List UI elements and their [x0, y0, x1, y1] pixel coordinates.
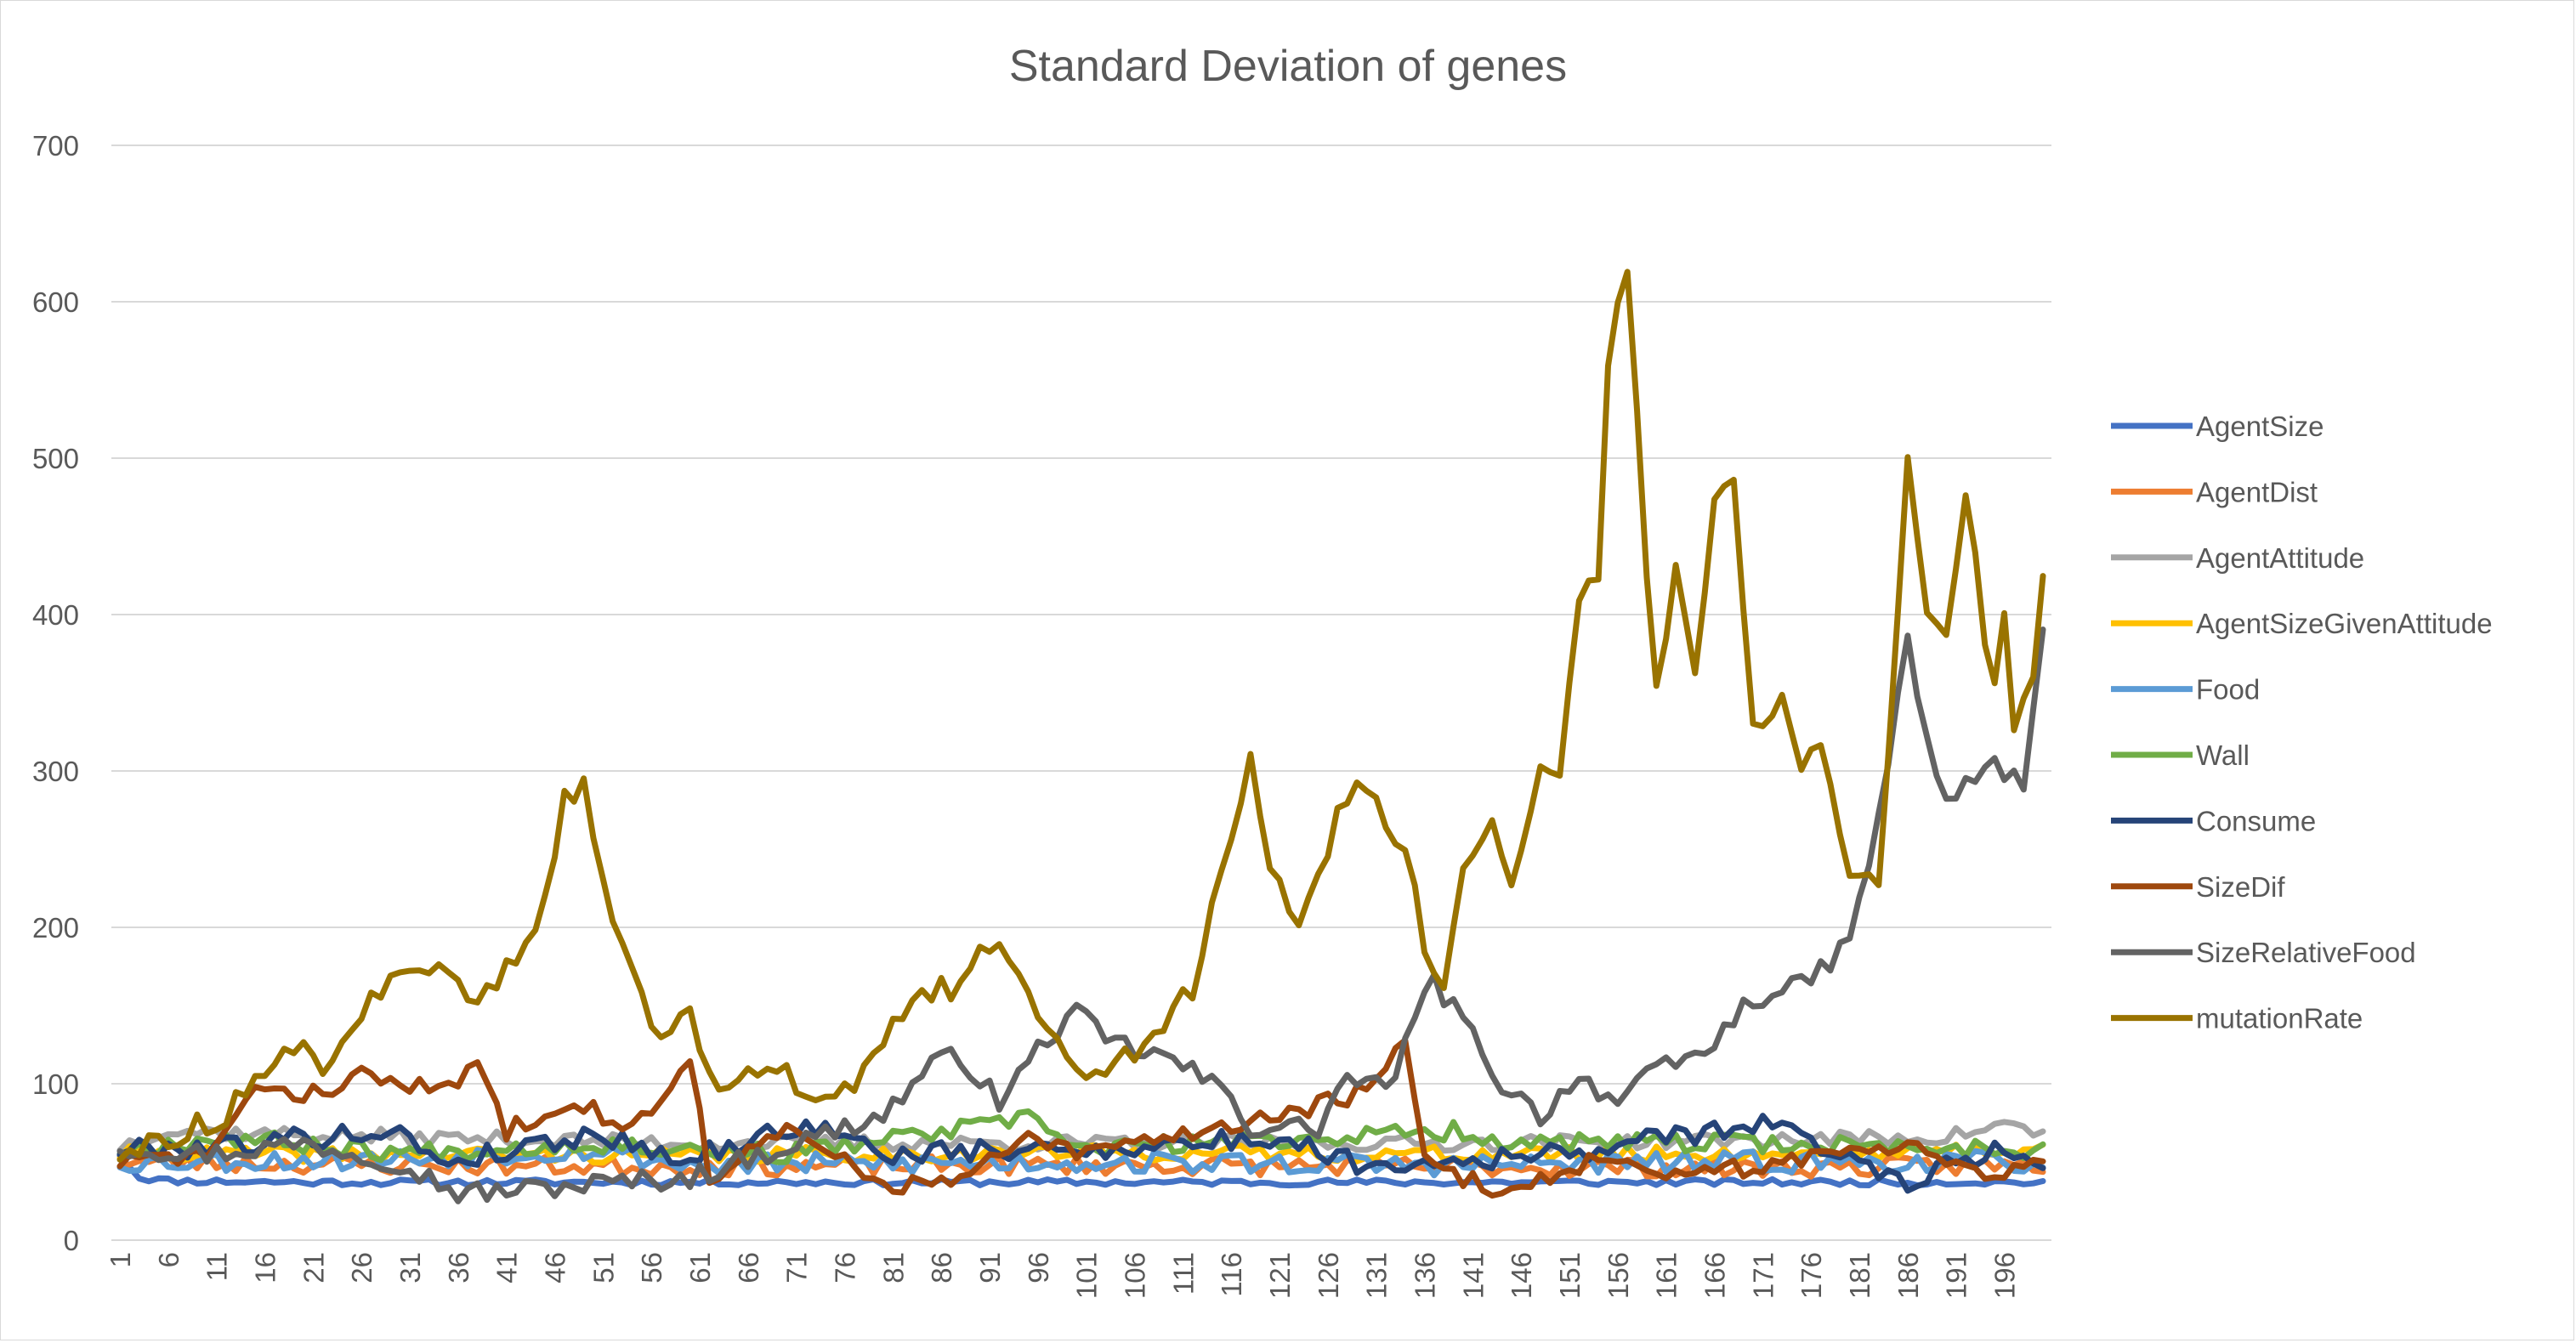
- legend: AgentSize AgentDist AgentAttitude AgentSize…: [2111, 411, 2493, 1034]
- legend-label-AgentDist: AgentDist: [2196, 476, 2318, 507]
- series-line-mutationRate: [116, 269, 2046, 1163]
- x-tick-label: 151: [1554, 1252, 1586, 1299]
- x-tick-label: 81: [877, 1252, 909, 1284]
- x-tick-label: 181: [1844, 1252, 1875, 1299]
- x-tick-label: 196: [1989, 1252, 2021, 1299]
- x-tick-label: 116: [1216, 1252, 1247, 1297]
- y-tick-label: 400: [32, 599, 79, 631]
- legend-label-mutationRate: mutationRate: [2196, 1003, 2363, 1034]
- x-tick-label: 46: [540, 1252, 571, 1284]
- x-tick-label: 71: [781, 1252, 813, 1284]
- x-tick-label: 191: [1941, 1252, 1972, 1299]
- series-lines: [116, 269, 2046, 1204]
- y-tick-label: 200: [32, 912, 79, 944]
- y-tick-label: 100: [32, 1068, 79, 1100]
- legend-label-Wall: Wall: [2196, 740, 2250, 771]
- x-tick-label: 96: [1023, 1252, 1054, 1284]
- x-axis-tick-labels: 1 6 11 16 21 26 31 36 41 46 51 56 61 66 71 76 81 86 91 96 10…: [105, 1252, 2021, 1299]
- x-tick-label: 121: [1264, 1252, 1296, 1299]
- legend-label-SizeDif: SizeDif: [2196, 871, 2285, 903]
- y-tick-label: 300: [32, 756, 79, 787]
- legend-label-Food: Food: [2196, 674, 2260, 706]
- x-tick-label: 86: [926, 1252, 957, 1284]
- legend-label-AgentSizeGivenAttitude: AgentSizeGivenAttitude: [2196, 608, 2493, 639]
- y-tick-label: 700: [32, 130, 79, 162]
- x-tick-label: 91: [974, 1252, 1006, 1284]
- x-tick-label: 1: [105, 1252, 136, 1267]
- x-tick-label: 176: [1796, 1252, 1827, 1299]
- x-tick-label: 26: [346, 1252, 377, 1284]
- x-tick-label: 76: [830, 1252, 861, 1284]
- x-tick-label: 106: [1120, 1252, 1151, 1299]
- series-line-AgentSize: [116, 1153, 2046, 1189]
- series-line-SizeDif: [116, 1037, 2046, 1199]
- y-tick-label: 600: [32, 286, 79, 318]
- x-tick-label: 66: [733, 1252, 764, 1284]
- x-tick-label: 6: [153, 1252, 184, 1267]
- x-tick-label: 21: [298, 1252, 329, 1284]
- x-tick-label: 161: [1651, 1252, 1682, 1299]
- x-tick-label: 56: [636, 1252, 667, 1284]
- y-tick-label: 500: [32, 443, 79, 474]
- x-tick-label: 171: [1747, 1252, 1779, 1299]
- chart-title: Standard Deviation of genes: [1009, 42, 1567, 91]
- x-tick-label: 166: [1699, 1252, 1731, 1299]
- x-tick-label: 111: [1167, 1252, 1199, 1295]
- x-tick-label: 11: [201, 1252, 233, 1281]
- y-tick-label: 0: [64, 1225, 79, 1256]
- x-tick-label: 126: [1313, 1252, 1344, 1299]
- x-tick-label: 41: [491, 1252, 523, 1284]
- legend-label-SizeRelativeFood: SizeRelativeFood: [2196, 937, 2416, 968]
- series-line-SizeRelativeFood: [116, 626, 2046, 1204]
- x-tick-label: 101: [1071, 1252, 1103, 1299]
- x-tick-label: 136: [1410, 1252, 1441, 1299]
- legend-label-AgentSize: AgentSize: [2196, 411, 2324, 442]
- x-tick-label: 16: [250, 1252, 281, 1284]
- x-tick-label: 36: [443, 1252, 474, 1284]
- legend-label-AgentAttitude: AgentAttitude: [2196, 542, 2364, 574]
- x-tick-label: 61: [684, 1252, 716, 1284]
- x-tick-label: 141: [1457, 1252, 1489, 1299]
- x-tick-label: 31: [394, 1252, 426, 1284]
- y-axis-tick-labels: 0 100 200 300 400 500 600 700: [32, 130, 79, 1256]
- legend-label-Consume: Consume: [2196, 805, 2316, 836]
- x-tick-label: 146: [1506, 1252, 1537, 1299]
- x-tick-label: 156: [1603, 1252, 1634, 1299]
- x-tick-label: 186: [1892, 1252, 1924, 1299]
- x-tick-label: 51: [587, 1252, 619, 1284]
- x-tick-label: 131: [1361, 1252, 1393, 1299]
- gridlines: [111, 144, 2051, 1241]
